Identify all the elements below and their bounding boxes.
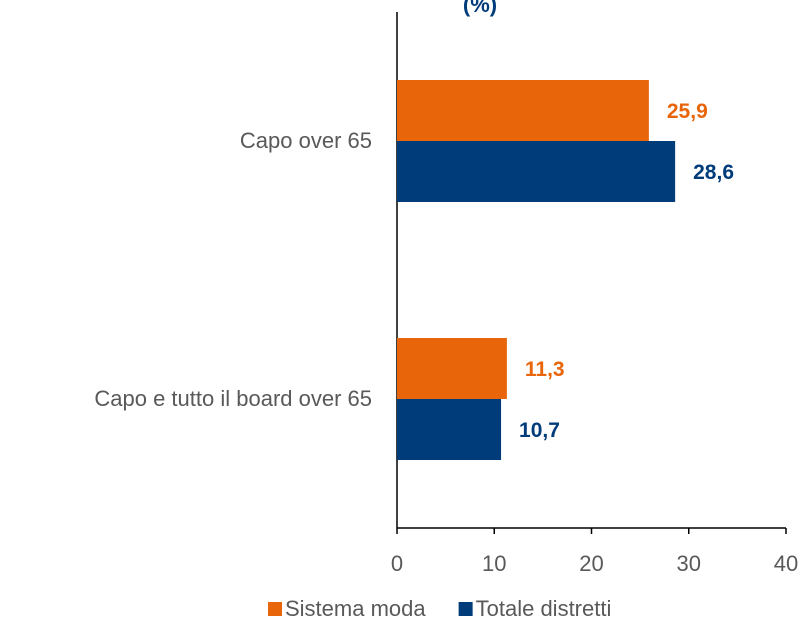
y-tick-label: Capo over 65: [239, 128, 372, 153]
bar: [397, 399, 502, 460]
data-label: 25,9: [667, 100, 708, 123]
legend-swatch: [458, 602, 473, 616]
legend-swatch: [268, 602, 282, 616]
x-tick-label: 30: [677, 551, 701, 576]
x-tick-label: 0: [391, 551, 403, 576]
bar: [397, 338, 507, 399]
category-label-box: Capo over 65: [240, 126, 372, 156]
x-tick-label: 40: [774, 551, 798, 576]
data-label: 28,6: [693, 161, 734, 184]
chart-title: (%): [463, 0, 497, 17]
legend-label: Totale distretti: [476, 596, 612, 621]
data-label: 11,3: [525, 358, 565, 381]
bar: [397, 80, 649, 141]
y-tick-label: Capo e tutto il board over 65: [94, 386, 372, 411]
legend-label: Sistema moda: [285, 596, 426, 621]
x-tick-label: 10: [482, 551, 506, 576]
category-label-box: Capo e tutto il board over 65: [94, 384, 372, 414]
data-label: 10,7: [519, 419, 560, 442]
x-tick-label: 20: [579, 551, 603, 576]
bar: [397, 141, 676, 202]
